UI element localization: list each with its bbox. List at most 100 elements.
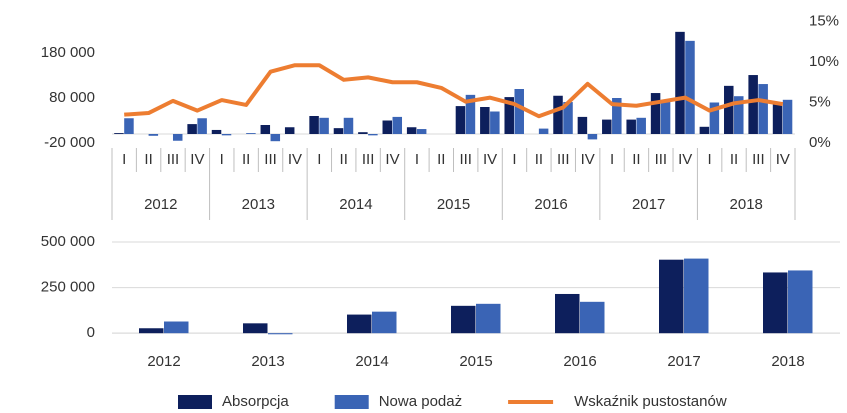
bar [164, 321, 189, 334]
bar [172, 134, 183, 141]
bar [650, 93, 661, 134]
group-label: 2013 [242, 196, 275, 213]
bar [788, 270, 813, 334]
bar [368, 134, 378, 136]
x-tick-label: IV [581, 151, 595, 168]
x-tick-label: I [610, 151, 614, 168]
bar [309, 116, 319, 134]
bar [699, 126, 710, 134]
y2-tick-label: 5% [809, 93, 831, 110]
legend-label: Wskaźnik pustostanów [574, 393, 727, 410]
bar [139, 328, 164, 334]
legend-swatch [178, 395, 212, 409]
bar [659, 259, 684, 334]
bar [347, 314, 372, 334]
bar [514, 89, 524, 134]
bar [455, 106, 466, 134]
y-tick-label: 250 000 [41, 279, 95, 296]
bar [626, 119, 636, 134]
bar [724, 85, 734, 134]
x-tick-label: I [220, 151, 224, 168]
bar [636, 117, 646, 134]
group-label: 2012 [144, 196, 177, 213]
bar [734, 96, 744, 134]
group-label: 2015 [437, 196, 470, 213]
x-tick-label: IV [776, 151, 790, 168]
bar [553, 95, 563, 134]
bar [748, 75, 758, 134]
bar [333, 128, 344, 134]
bar [197, 118, 207, 134]
y2-tick-label: 10% [809, 53, 839, 70]
x-tick-label: I [708, 151, 712, 168]
x-tick-label: II [632, 151, 640, 168]
bar [260, 125, 271, 134]
bar [476, 303, 501, 334]
bar [685, 40, 695, 134]
legend-swatch [334, 395, 369, 409]
x-tick-label: 2015 [459, 353, 492, 370]
bar [358, 132, 368, 134]
bar [284, 127, 295, 134]
x-tick-label: I [415, 151, 419, 168]
x-tick-label: I [122, 151, 126, 168]
y-tick-label: -20 000 [44, 134, 95, 151]
x-tick-label: IV [385, 151, 399, 168]
bar [392, 116, 403, 134]
x-tick-label: 2014 [355, 353, 388, 370]
bar [406, 127, 417, 134]
bar [451, 305, 476, 334]
bar [538, 128, 549, 134]
bar [612, 98, 622, 134]
group-label: 2016 [534, 196, 567, 213]
y2-tick-label: 15% [809, 12, 839, 29]
legend-label: Absorpcja [222, 393, 289, 410]
bar [563, 102, 573, 134]
bar [587, 134, 598, 140]
bar [343, 117, 354, 134]
bar [490, 111, 500, 134]
x-tick-label: 2013 [251, 353, 284, 370]
bar [763, 272, 788, 334]
bar [675, 31, 685, 135]
y2-tick-label: 0% [809, 134, 831, 151]
bar [270, 134, 281, 142]
y-tick-label: 80 000 [49, 89, 95, 106]
x-tick-label: II [730, 151, 738, 168]
bar [555, 293, 580, 334]
x-tick-label: III [459, 151, 472, 168]
bar [782, 99, 793, 134]
bar [148, 134, 159, 136]
bar [319, 117, 329, 134]
x-tick-label: II [242, 151, 250, 168]
bar [480, 107, 490, 134]
bar [602, 119, 612, 134]
x-tick-label: 2012 [147, 353, 180, 370]
x-tick-label: II [535, 151, 543, 168]
x-tick-label: II [144, 151, 152, 168]
x-tick-label: 2018 [771, 353, 804, 370]
bar [684, 258, 709, 334]
bar [772, 103, 783, 134]
bar [187, 124, 197, 134]
x-tick-label: III [557, 151, 570, 168]
group-label: 2017 [632, 196, 665, 213]
bar [577, 116, 588, 134]
bar [243, 323, 268, 334]
group-label: 2018 [730, 196, 763, 213]
x-tick-label: III [264, 151, 277, 168]
x-tick-label: II [340, 151, 348, 168]
bar [124, 118, 134, 134]
x-tick-label: 2016 [563, 353, 596, 370]
x-tick-label: III [655, 151, 668, 168]
bar [709, 102, 720, 134]
bar [372, 311, 397, 334]
bar [416, 129, 427, 134]
bar [465, 94, 476, 134]
bar [660, 101, 671, 134]
bar [246, 133, 256, 134]
bar [382, 120, 393, 134]
line [124, 63, 784, 119]
y-tick-label: 500 000 [41, 233, 95, 250]
bar [504, 97, 514, 134]
